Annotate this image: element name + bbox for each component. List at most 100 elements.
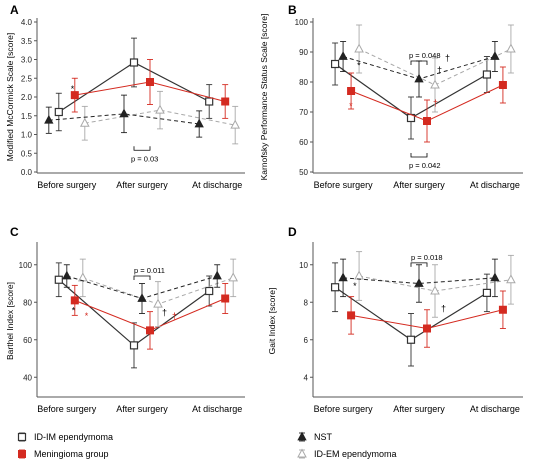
series-nst — [44, 94, 204, 138]
series-im — [54, 262, 214, 369]
marker-triangle-filled — [212, 270, 222, 280]
marker-triangle-open — [153, 298, 163, 308]
marker-triangle-filled — [44, 114, 54, 124]
series-em — [79, 90, 241, 145]
marker-square-open — [482, 288, 492, 297]
series-em — [354, 24, 516, 113]
marker-square-open — [205, 97, 214, 106]
marker-square-filled — [70, 91, 79, 100]
y-axis-title: Karnofsky Performance Status Scale [scor… — [259, 14, 269, 181]
marker-square-filled — [423, 117, 431, 125]
annotation: † — [441, 304, 446, 314]
y-tick-label: 80 — [23, 298, 32, 307]
marker-square-filled — [347, 87, 356, 95]
marker-triangle-open — [228, 272, 239, 282]
series-line — [84, 109, 236, 126]
y-tick-label: 1.0 — [21, 131, 33, 140]
y-tick-label: 8 — [304, 298, 309, 307]
y-tick-label: 4 — [304, 373, 309, 382]
series-im — [54, 37, 214, 132]
marker-square-open — [330, 283, 340, 292]
marker-triangle-filled — [119, 108, 129, 118]
y-tick-label: 3.0 — [21, 56, 33, 65]
legend-item-men: Meningioma group — [18, 449, 109, 459]
annotation: * — [85, 311, 89, 321]
legend-label: Meningioma group — [34, 449, 109, 459]
marker-triangle-filled — [338, 51, 348, 60]
annotation: * — [349, 101, 353, 111]
annotation: * — [71, 84, 75, 94]
y-tick-label: 70 — [299, 108, 308, 117]
panel-letter: B — [288, 3, 297, 17]
series-men — [347, 290, 507, 348]
y-axis-unit: [score] — [5, 282, 15, 308]
series-em — [354, 251, 516, 318]
marker-triangle-filled — [490, 272, 500, 282]
marker-triangle-filled — [297, 431, 307, 441]
significance-bracket — [133, 146, 151, 151]
x-tick-label: After surgery — [116, 404, 168, 414]
panel-letter: A — [10, 3, 19, 17]
x-tick-label: After surgery — [393, 180, 445, 190]
marker-triangle-open — [430, 79, 440, 89]
marker-square-open — [129, 58, 139, 67]
y-axis-unit: [score] — [259, 14, 269, 40]
significance-bracket — [410, 262, 428, 267]
x-tick-label: At discharge — [192, 404, 242, 414]
x-tick-label: After surgery — [393, 404, 445, 414]
annotation: † — [162, 307, 167, 317]
y-tick-label: 90 — [299, 48, 308, 57]
marker-square-open — [129, 341, 139, 350]
x-tick-label: Before surgery — [314, 180, 374, 190]
legend-item-em: ID-EM ependymoma — [297, 448, 397, 459]
y-axis-label: Karnofsky Performance Status Scale — [259, 41, 269, 180]
marker-square-filled — [18, 450, 26, 458]
marker-square-filled — [221, 294, 230, 303]
y-tick-label: 3.5 — [21, 37, 33, 46]
marker-triangle-filled — [194, 118, 204, 128]
legend-item-nst: NST — [297, 431, 333, 442]
annotation: p = 0.048 — [409, 51, 441, 60]
y-axis-title: Barthel Index [score] — [5, 282, 15, 360]
y-axis-unit: [score] — [5, 33, 15, 59]
y-tick-label: 1.5 — [21, 112, 33, 121]
x-tick-label: Before surgery — [37, 180, 97, 190]
panel-letter: D — [288, 225, 297, 239]
marker-triangle-filled — [490, 51, 500, 60]
marker-square-filled — [70, 296, 79, 305]
marker-triangle-open — [77, 272, 88, 282]
x-tick-label: At discharge — [470, 180, 520, 190]
marker-triangle-open — [230, 119, 241, 129]
marker-triangle-open — [297, 448, 307, 458]
series-nst — [338, 258, 500, 303]
x-tick-label: At discharge — [470, 404, 520, 414]
annotation: * — [72, 306, 76, 316]
annotations: p = 0.018 * † — [353, 253, 446, 314]
y-tick-label: 0.0 — [21, 168, 33, 177]
x-tick-label: After surgery — [116, 180, 168, 190]
marker-square-open — [406, 335, 416, 344]
y-tick-label: 2.0 — [21, 93, 33, 102]
y-axis-unit: [score] — [267, 288, 277, 314]
annotation: * — [353, 281, 357, 291]
marker-square-open — [54, 275, 63, 284]
y-tick-label: 2.5 — [21, 74, 33, 83]
y-tick-label: 0.5 — [21, 149, 33, 158]
annotation: p = 0.011 — [134, 266, 165, 275]
annotation: † — [437, 65, 442, 75]
y-tick-label: 60 — [23, 336, 32, 345]
y-tick-label: 60 — [299, 138, 308, 147]
marker-triangle-open — [506, 274, 516, 284]
series-em — [77, 258, 239, 328]
x-tick-label: Before surgery — [314, 404, 374, 414]
legend: ID-IM ependymoma Meningioma group NST ID-EM… — [17, 431, 397, 459]
chart-panel-a: A 0.0 0.5 1.0 1.5 2.0 2.5 3.0 3.5 4.0 Modified McC… — [5, 3, 245, 190]
y-axis-label: Barthel Index — [5, 309, 15, 360]
legend-label: ID-IM ependymoma — [34, 432, 113, 442]
marker-square-filled — [221, 97, 230, 106]
marker-triangle-open — [155, 104, 165, 114]
legend-label: ID-EM ependymoma — [314, 449, 397, 459]
marker-triangle-open — [354, 270, 364, 280]
marker-square-open — [330, 59, 340, 69]
y-tick-label: 40 — [23, 373, 32, 382]
